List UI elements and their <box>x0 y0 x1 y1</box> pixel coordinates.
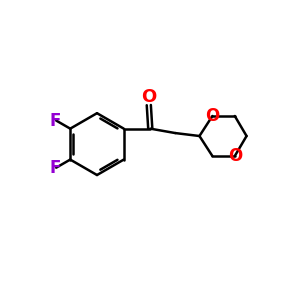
Text: F: F <box>49 112 60 130</box>
Text: O: O <box>228 147 242 165</box>
Text: F: F <box>49 159 60 177</box>
Text: O: O <box>141 88 156 106</box>
Text: O: O <box>205 107 220 125</box>
